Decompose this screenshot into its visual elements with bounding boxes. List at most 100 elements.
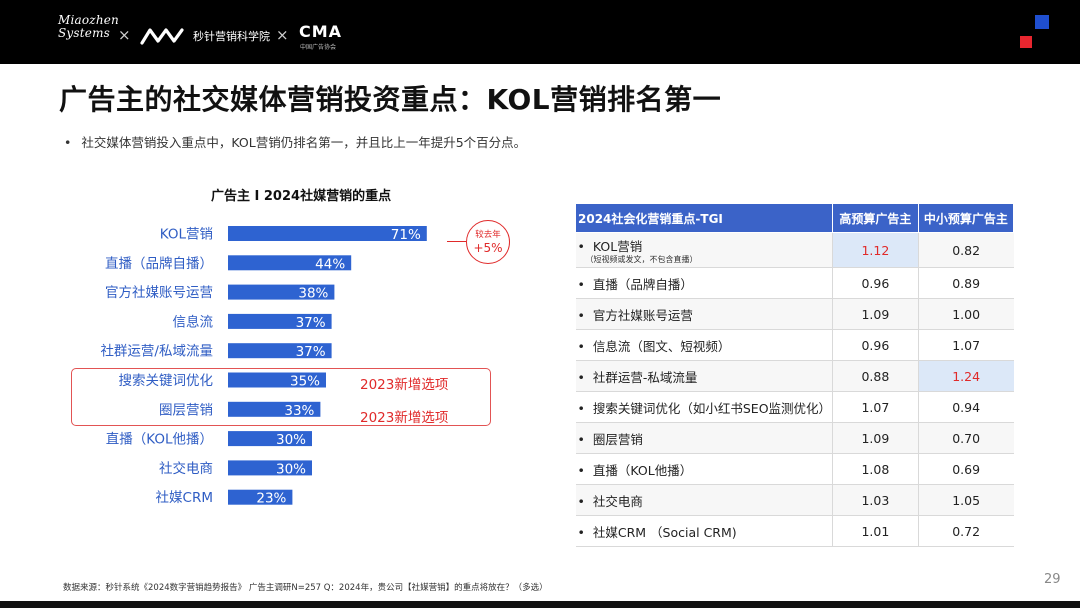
category-label: KOL营销 [592, 238, 643, 254]
table-row: • 信息流（图文、短视频） 0.96 1.07 [575, 329, 1014, 361]
category-label: 社媒CRM （Social CRM) [592, 524, 737, 540]
category-label: 社群运营-私域流量 [592, 369, 698, 385]
table-cell-category: • 直播（品牌自播） [575, 267, 834, 299]
category-label: 社群运营/私域流量 [100, 344, 213, 360]
table-row: • 直播（KOL他播） 1.08 0.69 [575, 453, 1014, 485]
category-label: 官方社媒账号运营 [105, 285, 213, 301]
category-label: 社交电商 [159, 460, 213, 477]
table-cell-category: • 信息流（图文、短视频） [575, 329, 834, 361]
blue-square-decoration [1035, 15, 1049, 29]
table-header-category: 2024社会化营销重点-TGI [574, 203, 834, 233]
new-option-label: 2023新增选项 [360, 377, 449, 393]
category-label: 信息流 [173, 313, 214, 330]
category-label: 搜索关键词优化 [119, 373, 214, 389]
table-row: • KOL营销 （短视频或发文，不包含直播） 1.12 0.82 [575, 232, 1014, 268]
table-cell-category: • 圈层营销 [575, 422, 834, 454]
bar [228, 489, 293, 505]
bar-chart: KOL营销 71% 直播（品牌自播） 44% 官方社媒账号运营 38% 信息流 37% 社群运营… [100, 226, 427, 507]
value-label: 30% [276, 432, 306, 448]
bar [228, 284, 335, 300]
cma-logo: CMA [299, 22, 343, 41]
table-cell-small-budget: 1.24 [918, 360, 1014, 392]
table-header-high-budget: 高预算广告主 [832, 203, 919, 233]
table-row: • 圈层营销 1.09 0.70 [575, 422, 1014, 454]
table-row: • 社媒CRM （Social CRM) 1.01 0.72 [575, 515, 1014, 547]
table-cell-category: • 直播（KOL他播） [575, 453, 834, 485]
yoy-change-badge: 较去年 +5% [466, 220, 510, 264]
table-cell-category: • KOL营销 （短视频或发文，不包含直播） [575, 232, 834, 268]
bullet-dot-icon: • [577, 307, 585, 323]
bar [228, 431, 312, 447]
category-label: 圈层营销 [592, 431, 643, 447]
tgi-table: 2024社会化营销重点-TGI 高预算广告主 中小预算广告主 • KOL营销 （短视… [574, 203, 1015, 547]
table-cell-high-budget: 1.12 [832, 232, 919, 268]
category-label: 直播（KOL他播） [592, 462, 693, 478]
table-cell-high-budget: 0.88 [832, 360, 919, 392]
value-label: 38% [298, 286, 328, 302]
table-cell-small-budget: 0.70 [918, 422, 1014, 454]
bullet-dot-icon: • [577, 369, 585, 385]
category-label: 信息流（图文、短视频） [592, 338, 731, 354]
category-label: 社交电商 [592, 493, 643, 509]
value-label: 30% [276, 461, 306, 477]
bar [228, 343, 332, 359]
cross-icon: × [276, 26, 289, 44]
table-cell-small-budget: 1.00 [918, 298, 1014, 330]
school-logo-text: 秒针营销科学院 [193, 30, 270, 43]
new-options-highlight-box [71, 368, 491, 426]
table-cell-high-budget: 1.08 [832, 453, 919, 485]
new-option-label: 2023新增选项 [360, 410, 449, 426]
category-label: KOL营销 [160, 227, 213, 243]
value-label: 44% [315, 256, 345, 272]
table-cell-small-budget: 0.72 [918, 515, 1014, 547]
bar [228, 460, 312, 476]
table-row: • 直播（品牌自播） 0.96 0.89 [575, 267, 1014, 299]
bar [228, 313, 332, 329]
table-cell-small-budget: 0.69 [918, 453, 1014, 485]
table-cell-category: • 官方社媒账号运营 [575, 298, 834, 330]
table-cell-high-budget: 1.01 [832, 515, 919, 547]
category-label: 圈层营销 [159, 402, 213, 418]
category-label: 直播（品牌自播） [105, 255, 213, 272]
table-header-small-budget: 中小预算广告主 [917, 203, 1015, 233]
category-label: 直播（品牌自播） [592, 276, 693, 292]
table-row: • 搜索关键词优化（如小红书SEO监测优化） 1.07 0.94 [575, 391, 1014, 423]
cma-logo-subtitle: 中国广告协会 [300, 44, 337, 51]
bullet-dot-icon: • [577, 338, 585, 354]
table-cell-high-budget: 0.96 [832, 267, 919, 299]
bar [228, 372, 326, 388]
value-label: 71% [391, 227, 421, 243]
table-row: • 官方社媒账号运营 1.09 1.00 [575, 298, 1014, 330]
bullet-dot-icon: • [64, 135, 72, 150]
category-subnote: （短视频或发文，不包含直播） [585, 254, 698, 264]
miaozhen-logo: Miaozhen Systems [58, 13, 119, 40]
bullet-dot-icon: • [577, 431, 585, 447]
cross-icon: × [118, 26, 131, 44]
table-cell-high-budget: 0.96 [832, 329, 919, 361]
page-title: 广告主的社交媒体营销投资重点：KOL营销排名第一 [59, 83, 722, 116]
bar [228, 226, 427, 241]
value-label: 23% [256, 491, 286, 507]
bullet-dot-icon: • [577, 276, 585, 292]
value-label: 35% [290, 374, 320, 390]
summary-text: 社交媒体营销投入重点中，KOL营销仍排名第一，并且比上一年提升5个百分点。 [81, 135, 527, 150]
table-cell-category: • 搜索关键词优化（如小红书SEO监测优化） [575, 391, 834, 423]
page-number: 29 [1044, 572, 1061, 587]
value-label: 33% [284, 403, 314, 419]
bullet-dot-icon: • [577, 524, 585, 540]
bottom-bar [0, 601, 1080, 608]
table-cell-category: • 社媒CRM （Social CRM) [575, 515, 834, 547]
category-label: 搜索关键词优化（如小红书SEO监测优化） [592, 400, 832, 416]
table-cell-high-budget: 1.03 [832, 484, 919, 516]
table-cell-category: • 社交电商 [575, 484, 834, 516]
category-label: 社媒CRM [156, 490, 213, 506]
badge-connector [447, 241, 466, 242]
bullet-dot-icon: • [577, 238, 585, 254]
table-cell-small-budget: 0.82 [918, 232, 1014, 268]
value-label: 37% [296, 315, 326, 331]
table-cell-high-budget: 1.07 [832, 391, 919, 423]
category-label: 官方社媒账号运营 [592, 307, 693, 323]
table-row: • 社交电商 1.03 1.05 [575, 484, 1014, 516]
summary-bullet: • 社交媒体营销投入重点中，KOL营销仍排名第一，并且比上一年提升5个百分点。 [64, 132, 526, 151]
bar [228, 401, 321, 417]
